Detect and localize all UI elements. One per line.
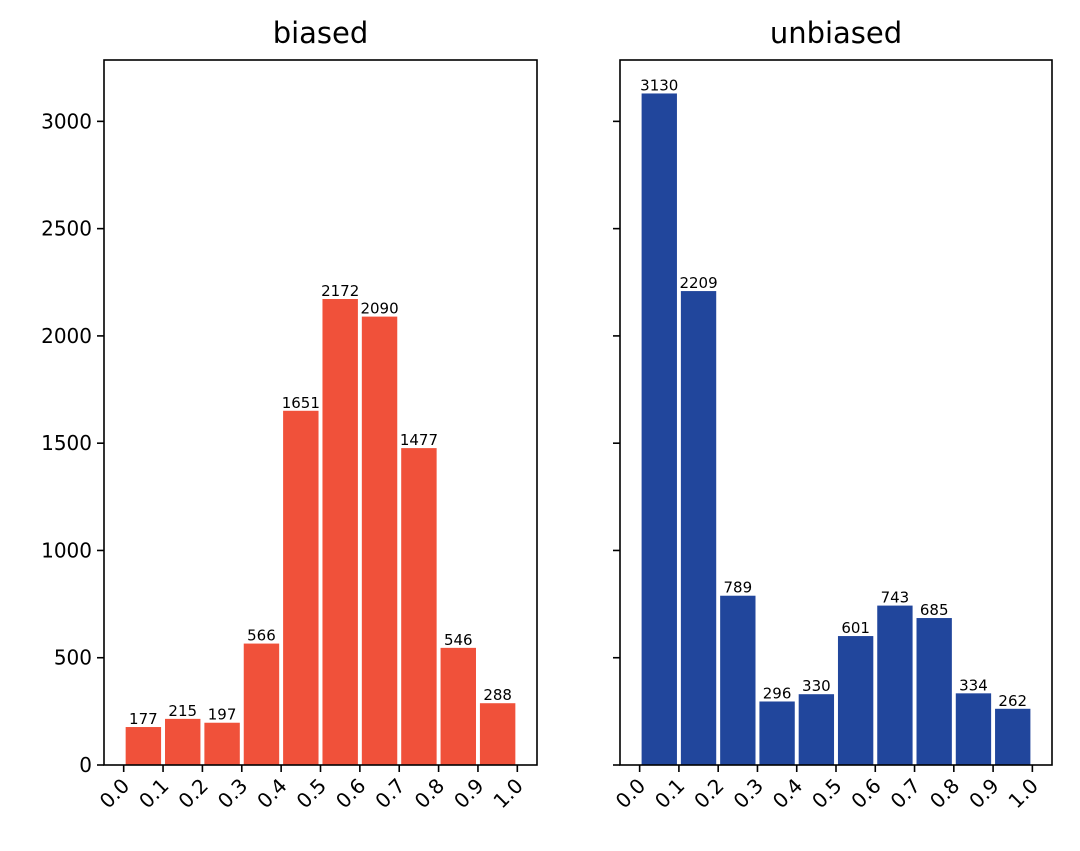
bar-label-unbiased-1: 2209 [679, 274, 717, 292]
x-tick-label-biased-0: 0.0 [95, 774, 134, 813]
bar-label-unbiased-3: 296 [763, 684, 792, 702]
bar-unbiased-1 [680, 291, 717, 765]
y-tick-label-biased-2: 1000 [41, 538, 92, 562]
y-tick-label-biased-4: 2000 [41, 324, 92, 348]
x-tick-label-unbiased-0: 0.0 [611, 774, 650, 813]
x-tick-label-unbiased-8: 0.8 [925, 774, 964, 813]
x-tick-label-biased-8: 0.8 [410, 774, 449, 813]
bar-label-unbiased-2: 789 [723, 579, 752, 597]
x-tick-label-unbiased-5: 0.5 [807, 774, 846, 813]
bar-biased-0 [125, 727, 162, 765]
y-tick-label-biased-1: 500 [54, 646, 92, 670]
bar-unbiased-7 [916, 618, 952, 765]
bar-label-unbiased-0: 3130 [640, 76, 678, 94]
chart-title-unbiased: unbiased [770, 16, 902, 50]
bar-label-unbiased-7: 685 [920, 601, 949, 619]
bar-unbiased-2 [720, 595, 756, 765]
x-tick-label-unbiased-10: 1.0 [1003, 774, 1042, 813]
x-tick-label-biased-4: 0.4 [252, 774, 291, 813]
bar-label-biased-1: 215 [168, 702, 197, 720]
x-tick-label-unbiased-7: 0.7 [886, 774, 925, 813]
bar-unbiased-6 [877, 605, 913, 765]
y-tick-label-biased-6: 3000 [41, 109, 92, 133]
bar-unbiased-9 [995, 708, 1031, 765]
bar-biased-8 [440, 647, 476, 765]
bar-unbiased-0 [641, 93, 677, 766]
bar-biased-4 [283, 410, 319, 765]
bar-label-unbiased-9: 262 [998, 692, 1027, 710]
bar-unbiased-4 [798, 694, 835, 765]
x-tick-label-biased-7: 0.7 [370, 774, 409, 813]
bar-unbiased-5 [837, 636, 874, 765]
x-tick-label-biased-6: 0.6 [331, 774, 370, 813]
bar-label-biased-5: 2172 [321, 282, 359, 300]
x-tick-label-unbiased-3: 0.3 [729, 774, 768, 813]
bar-label-unbiased-5: 601 [841, 619, 870, 637]
y-tick-label-biased-3: 1500 [41, 431, 92, 455]
y-tick-label-biased-5: 2500 [41, 217, 92, 241]
x-tick-label-biased-1: 0.1 [134, 774, 173, 813]
bar-label-unbiased-4: 330 [802, 677, 831, 695]
x-tick-label-unbiased-9: 0.9 [964, 774, 1003, 813]
bar-label-unbiased-8: 334 [959, 676, 988, 694]
bar-label-biased-3: 566 [247, 627, 276, 645]
x-tick-label-unbiased-2: 0.2 [689, 774, 728, 813]
bar-label-biased-7: 1477 [400, 431, 438, 449]
x-tick-label-biased-5: 0.5 [292, 774, 331, 813]
bar-biased-3 [243, 643, 280, 765]
bar-biased-9 [479, 703, 516, 765]
x-tick-label-unbiased-4: 0.4 [768, 774, 807, 813]
bar-biased-5 [322, 299, 358, 765]
bar-label-biased-9: 288 [483, 686, 512, 704]
bar-biased-1 [165, 718, 201, 765]
bar-unbiased-3 [759, 701, 795, 765]
x-tick-label-biased-3: 0.3 [213, 774, 252, 813]
bar-label-biased-6: 2090 [360, 300, 398, 318]
bar-label-unbiased-6: 743 [881, 589, 910, 607]
x-tick-label-biased-9: 0.9 [449, 774, 488, 813]
bar-biased-7 [401, 448, 437, 765]
bar-label-biased-2: 197 [208, 706, 237, 724]
x-tick-label-unbiased-6: 0.6 [846, 774, 885, 813]
x-tick-label-unbiased-1: 0.1 [650, 774, 689, 813]
bar-label-biased-4: 1651 [282, 394, 320, 412]
y-tick-label-biased-0: 0 [79, 753, 92, 777]
bar-biased-2 [204, 722, 240, 765]
bar-label-biased-0: 177 [129, 710, 158, 728]
bar-biased-6 [361, 316, 398, 765]
chart-title-biased: biased [273, 16, 369, 50]
x-tick-label-biased-2: 0.2 [173, 774, 212, 813]
bar-label-biased-8: 546 [444, 631, 473, 649]
bar-unbiased-8 [955, 693, 992, 765]
panel-unbiased: 3130 2209 789 296 330 601 743 685 334 262 unbiased… [611, 16, 1053, 813]
x-tick-label-biased-10: 1.0 [488, 774, 527, 813]
